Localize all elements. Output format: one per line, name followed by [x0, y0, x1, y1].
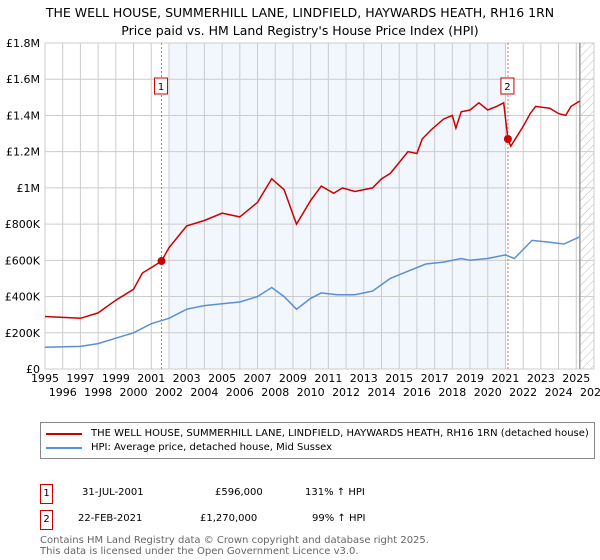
x-tick-label: 2020 — [474, 386, 502, 399]
sale-point — [157, 257, 166, 266]
shaded-period — [168, 43, 506, 369]
y-tick-label: £400K — [5, 291, 41, 304]
x-tick-label: 2015 — [385, 372, 413, 385]
x-tick-label: 2013 — [350, 372, 378, 385]
x-tick-label: 2007 — [244, 372, 272, 385]
legend-red-line — [46, 433, 82, 435]
hpi-series-line — [44, 236, 581, 349]
x-tick-label: 2023 — [527, 372, 555, 385]
x-tick-label: 2006 — [226, 386, 254, 399]
x-tick-label: 2010 — [297, 386, 325, 399]
annotation-label: 2 — [504, 82, 510, 93]
x-tick-label: 1996 — [49, 386, 77, 399]
legend-item-hpi: HPI: Average price, detached house, Mid … — [46, 441, 589, 454]
x-tick-label: 2004 — [190, 386, 218, 399]
x-tick-label: 2011 — [314, 372, 342, 385]
transaction-price: £596,000 — [215, 487, 263, 498]
footer-line-1: Contains HM Land Registry data © Crown c… — [40, 535, 429, 546]
x-tick-label: 2001 — [137, 372, 165, 385]
y-tick-label: £1.8M — [6, 37, 40, 50]
transaction-hpi: 99% ↑ HPI — [312, 513, 366, 524]
annotation-box — [154, 77, 169, 95]
x-tick-label: 2026 — [580, 386, 600, 399]
chart-title: THE WELL HOUSE, SUMMERHILL LANE, LINDFIE… — [0, 4, 600, 40]
x-tick-label: 1995 — [31, 372, 59, 385]
transaction-row: 2 22-FEB-2021 £1,270,000 99% ↑ HPI — [40, 510, 595, 530]
price-chart: 1995199619971998199920002001200220032004… — [5, 37, 600, 399]
x-tick-label: 2014 — [367, 386, 395, 399]
y-tick-label: £1.6M — [6, 73, 40, 86]
title: THE WELL HOUSE, SUMMERHILL LANE, LINDFIE… — [45, 5, 555, 20]
y-tick-label: £0 — [26, 363, 40, 376]
x-tick-label: 1999 — [102, 372, 130, 385]
annotation-label: 1 — [158, 82, 164, 93]
x-tick-label: 2017 — [421, 372, 449, 385]
legend: THE WELL HOUSE, SUMMERHILL LANE, LINDFIE… — [40, 422, 595, 459]
transaction-price: £1,270,000 — [200, 513, 258, 524]
y-tick-label: £200K — [5, 327, 41, 340]
y-tick-label: £1.2M — [6, 146, 40, 159]
legend-label-property: THE WELL HOUSE, SUMMERHILL LANE, LINDFIE… — [91, 428, 589, 439]
transaction-date: 31-JUL-2001 — [82, 487, 144, 498]
annotation-box — [500, 77, 515, 95]
transaction-date: 22-FEB-2021 — [78, 513, 143, 524]
footer-line-2: This data is licensed under the Open Gov… — [40, 546, 359, 557]
x-tick-label: 2024 — [545, 386, 573, 399]
x-tick-label: 2019 — [456, 372, 484, 385]
x-tick-label: 2025 — [562, 372, 590, 385]
x-tick-label: 2003 — [173, 372, 201, 385]
x-tick-label: 2009 — [279, 372, 307, 385]
transaction-marker: 2 — [40, 510, 53, 530]
x-tick-label: 1998 — [84, 386, 112, 399]
x-tick-label: 2012 — [332, 386, 360, 399]
x-tick-label: 2022 — [509, 386, 537, 399]
x-tick-label: 2000 — [120, 386, 148, 399]
x-tick-label: 2021 — [491, 372, 519, 385]
subtitle: Price paid vs. HM Land Registry's House … — [121, 23, 479, 38]
legend-label-hpi: HPI: Average price, detached house, Mid … — [91, 442, 333, 453]
y-tick-label: £800K — [5, 218, 41, 231]
x-tick-label: 2005 — [208, 372, 236, 385]
y-tick-label: £1M — [17, 182, 41, 195]
footer: Contains HM Land Registry data © Crown c… — [40, 535, 429, 557]
transaction-hpi: 131% ↑ HPI — [305, 487, 365, 498]
transaction-marker: 1 — [40, 484, 53, 504]
x-tick-label: 2008 — [261, 386, 289, 399]
plot-border — [44, 42, 595, 370]
x-tick-label: 2002 — [155, 386, 183, 399]
x-tick-label: 2018 — [438, 386, 466, 399]
future-hatch — [579, 43, 594, 369]
legend-item-property: THE WELL HOUSE, SUMMERHILL LANE, LINDFIE… — [46, 427, 589, 440]
sale-point — [503, 134, 512, 143]
transaction-row: 1 31-JUL-2001 £596,000 131% ↑ HPI — [40, 484, 595, 504]
x-tick-label: 2016 — [403, 386, 431, 399]
y-tick-label: £1.4M — [6, 109, 40, 122]
y-tick-label: £600K — [5, 254, 41, 267]
legend-blue-line — [46, 447, 82, 449]
x-tick-label: 1997 — [66, 372, 94, 385]
